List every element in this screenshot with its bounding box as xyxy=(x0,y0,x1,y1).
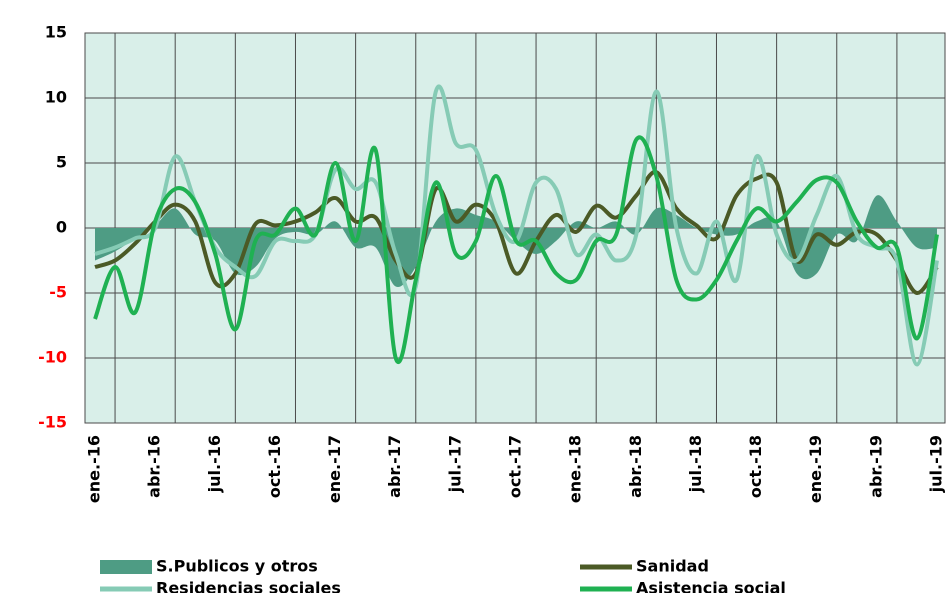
x-tick-label: oct.-16 xyxy=(265,435,284,498)
x-tick-label: oct.-17 xyxy=(506,435,525,498)
line xyxy=(93,135,939,364)
y-tick-label: 10 xyxy=(45,88,67,107)
legend-label: Asistencia social xyxy=(636,579,786,593)
area xyxy=(95,195,937,288)
legend-swatch xyxy=(100,560,152,574)
x-tick-label: jul.-19 xyxy=(927,435,946,493)
x-tick-label: ene.-16 xyxy=(85,435,104,503)
x-tick-label: abr.-18 xyxy=(626,435,645,498)
y-tick-label: -5 xyxy=(49,283,67,302)
legend-label: Sanidad xyxy=(636,557,709,576)
x-tick-label: abr.-16 xyxy=(145,435,164,498)
x-tick-label: ene.-19 xyxy=(806,435,825,503)
x-tick-label: ene.-17 xyxy=(325,435,344,503)
x-tick-label: jul.-18 xyxy=(686,435,705,493)
x-tick-label: oct.-18 xyxy=(746,435,765,498)
y-tick-label: -10 xyxy=(38,348,67,367)
y-tick-label: 0 xyxy=(56,218,67,237)
y-tick-label: 15 xyxy=(45,23,67,42)
x-tick-label: ene.-18 xyxy=(566,435,585,503)
legend-label: S.Publicos y otros xyxy=(156,557,318,576)
x-tick-label: jul.-17 xyxy=(445,435,464,493)
y-tick-label: -15 xyxy=(38,413,67,432)
y-tick-label: 5 xyxy=(56,153,67,172)
x-tick-label: jul.-16 xyxy=(205,435,224,493)
x-tick-label: abr.-19 xyxy=(866,435,885,498)
legend-label: Residencias sociales xyxy=(156,579,341,593)
x-tick-label: abr.-17 xyxy=(385,435,404,498)
